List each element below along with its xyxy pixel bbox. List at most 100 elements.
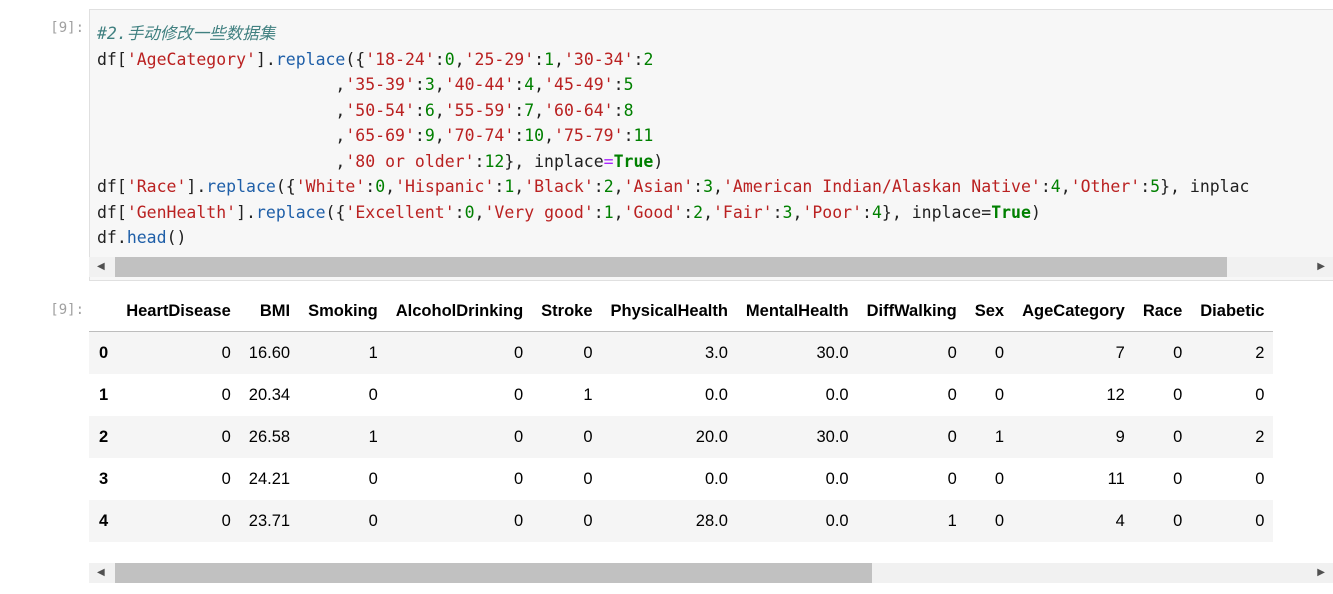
- code-line[interactable]: ,'65-69':9,'70-74':10,'75-79':11: [97, 123, 1249, 149]
- code-token: :: [414, 75, 425, 94]
- code-token: ,: [703, 202, 713, 222]
- table-row: 0 0 16.60 1 0 0 3.0 30.0 0 0 7 0 2: [89, 331, 1274, 374]
- code-token: '35-39': [345, 75, 415, 94]
- code-token: 8: [623, 100, 634, 120]
- code-token: 12: [484, 151, 505, 171]
- code-token: '55-59': [444, 100, 515, 120]
- table-row: 2 0 26.58 1 0 0 20.0 30.0 0 1 9 0 2: [89, 416, 1274, 458]
- column-header: Sex: [965, 292, 1014, 332]
- code-token: 2: [643, 49, 654, 69]
- table-cell: 0: [1173, 343, 1183, 362]
- code-token: '65-69': [345, 126, 415, 145]
- table-cell: 0: [368, 385, 378, 404]
- code-token: replace: [275, 49, 346, 69]
- row-index: 2: [99, 427, 109, 446]
- code-line[interactable]: #2.手动修改一些数据集: [97, 21, 1249, 47]
- code-line[interactable]: ,'50-54':6,'55-59':7,'60-64':8: [97, 98, 1249, 124]
- code-token: df[: [97, 202, 127, 222]
- code-token: ({: [345, 49, 366, 69]
- scroll-right-arrow-icon[interactable]: ▶: [1317, 567, 1325, 578]
- table-cell: 0.0: [825, 511, 849, 530]
- table-cell: 0.0: [825, 385, 849, 404]
- code-line[interactable]: df['GenHealth'].replace({'Excellent':0,'…: [97, 200, 1249, 226]
- code-token: 10: [524, 126, 545, 145]
- table-cell: 0: [368, 511, 378, 530]
- column-header: AgeCategory: [1013, 292, 1134, 332]
- column-header: Race: [1133, 292, 1192, 332]
- code-token: 4: [524, 75, 535, 94]
- code-token: ,: [534, 75, 545, 94]
- code-token: ,: [474, 202, 485, 222]
- code-token: '18-24': [365, 49, 435, 69]
- code-token: 5: [1150, 177, 1161, 196]
- table-cell: 0: [221, 469, 231, 488]
- code-cell-editor[interactable]: #2.手动修改一些数据集 df['AgeCategory'].replace({'…: [89, 9, 1333, 281]
- code-line[interactable]: ,'80 or older':12}, inplace=True): [97, 149, 1249, 175]
- table-cell: 20.34: [248, 385, 291, 404]
- code-token: :: [683, 202, 694, 222]
- table-cell: 3.0: [704, 343, 728, 362]
- code-token: replace: [206, 177, 276, 196]
- code-token: ({: [325, 202, 346, 222]
- table-cell: 0: [994, 469, 1005, 488]
- code-token: ,: [534, 100, 545, 120]
- table-cell: 0: [513, 469, 524, 488]
- column-header: HeartDisease: [117, 292, 240, 332]
- code-token: ,: [613, 177, 624, 196]
- code-text[interactable]: #2.手动修改一些数据集 df['AgeCategory'].replace({'…: [97, 21, 1249, 251]
- code-token: ,: [97, 100, 346, 120]
- code-token: 'GenHealth': [126, 202, 237, 222]
- code-token: 'Black': [524, 177, 594, 196]
- table-cell: 0: [221, 511, 231, 530]
- scrollbar-thumb[interactable]: [115, 563, 872, 583]
- code-token: '75-79': [554, 126, 624, 145]
- code-token: :: [414, 100, 425, 120]
- code-token: 'Fair': [713, 202, 773, 222]
- table-row: 1 0 20.34 0 0 1 0.0 0.0 0 0 12 0 0: [89, 374, 1273, 416]
- column-header: [89, 292, 118, 332]
- code-line[interactable]: df['Race'].replace({'White':0,'Hispanic'…: [97, 174, 1249, 200]
- code-token: '70-74': [444, 126, 515, 145]
- table-cell: 1: [368, 343, 378, 362]
- code-token: 3: [782, 202, 793, 222]
- table-cell: 0: [1173, 469, 1183, 488]
- code-horizontal-scrollbar[interactable]: ◀ ▶: [89, 257, 1333, 277]
- scroll-left-arrow-icon[interactable]: ◀: [97, 567, 105, 578]
- code-token: df[: [97, 49, 127, 69]
- table-cell: 0: [1173, 385, 1183, 404]
- column-header: PhysicalHealth: [601, 292, 737, 332]
- table-cell: 4: [1115, 511, 1125, 530]
- code-token: :: [434, 49, 445, 69]
- output-horizontal-scrollbar[interactable]: ◀ ▶: [89, 563, 1333, 583]
- code-token: ].: [186, 177, 207, 196]
- code-line[interactable]: df.head(): [97, 225, 1249, 251]
- code-token: =: [981, 202, 992, 222]
- scrollbar-thumb[interactable]: [115, 257, 1227, 277]
- table-cell: 1: [368, 427, 378, 446]
- code-token: True: [991, 202, 1031, 222]
- scroll-left-arrow-icon[interactable]: ◀: [97, 261, 105, 272]
- scroll-right-arrow-icon[interactable]: ▶: [1317, 261, 1325, 272]
- code-line[interactable]: ,'35-39':3,'40-44':4,'45-49':5: [97, 72, 1249, 98]
- code-token: :: [772, 202, 783, 222]
- code-token: :: [514, 126, 525, 145]
- code-token: 'Poor': [802, 202, 863, 222]
- table-cell: 0: [513, 385, 524, 404]
- column-header: MentalHealth: [736, 292, 858, 332]
- table-cell: 0: [583, 343, 593, 362]
- table-cell: 0: [994, 343, 1005, 362]
- code-token: replace: [255, 202, 326, 222]
- code-token: ,: [554, 49, 564, 69]
- code-token: ,: [434, 100, 445, 120]
- table-cell: 0: [1173, 427, 1183, 446]
- table-cell: 0: [513, 343, 524, 362]
- code-token: ({: [275, 177, 296, 196]
- code-token: ,: [544, 126, 555, 145]
- code-token: ,: [792, 202, 803, 222]
- code-token: ].: [236, 202, 256, 222]
- code-token: #2.手动修改一些数据集: [97, 24, 276, 43]
- code-token: 'Hispanic': [395, 177, 495, 196]
- code-token: df.: [97, 228, 127, 247]
- code-line[interactable]: df['AgeCategory'].replace({'18-24':0,'25…: [97, 47, 1249, 73]
- table-cell: 0: [583, 427, 593, 446]
